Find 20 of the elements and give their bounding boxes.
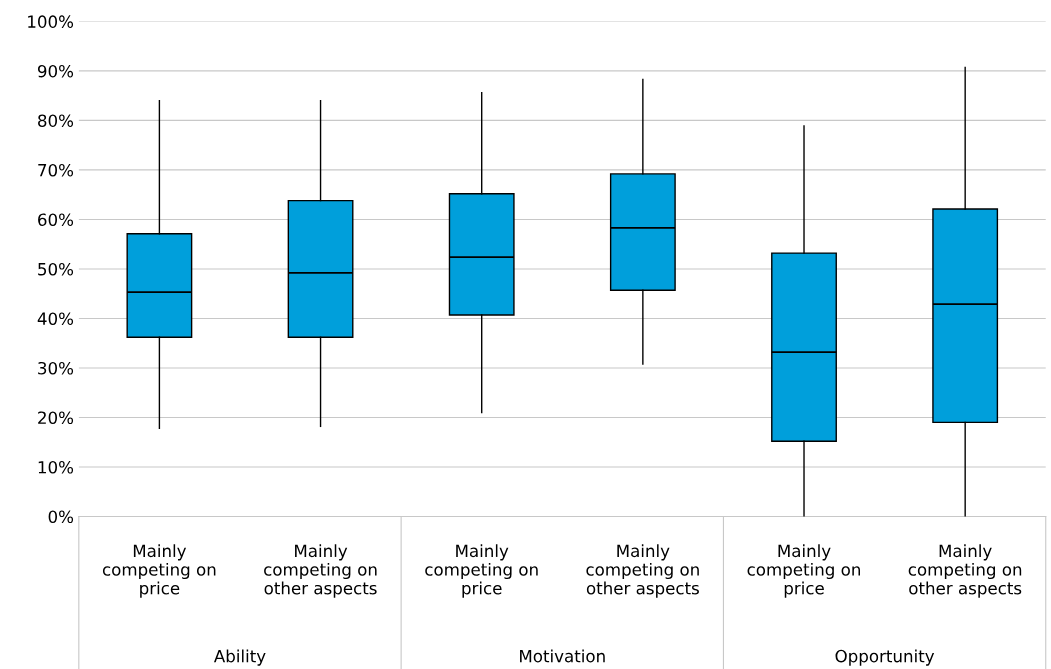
text: Opportunity xyxy=(835,649,935,666)
y-tick-label: 50% xyxy=(38,262,74,276)
text: Ability xyxy=(213,649,266,666)
y-tick-label: 100% xyxy=(28,15,74,28)
x-tick-label: Mainly competing on price xyxy=(102,544,216,598)
y-tick-label: 10% xyxy=(38,460,74,474)
y-tick-label: 0% xyxy=(48,510,74,524)
y-tick-label: 30% xyxy=(38,361,74,375)
x-tick-label: Mainly competing on price xyxy=(425,544,538,598)
x-tick-label: Mainly competing on other aspects xyxy=(264,544,377,598)
y-tick-label: 70% xyxy=(38,163,74,177)
x-tick-label: Mainly competing on other aspects xyxy=(908,544,1022,598)
y-tick-label: 90% xyxy=(37,64,74,78)
y-tick-label: 20% xyxy=(38,411,74,425)
x-tick-label: Mainly competing on price xyxy=(747,544,860,598)
y-tick-label: 60% xyxy=(38,213,74,226)
y-tick-label: 80% xyxy=(38,114,74,127)
x-tick-label: Mainly competing on other aspects xyxy=(586,544,699,598)
y-tick-label: 40% xyxy=(37,312,74,326)
text: Motivation xyxy=(520,649,605,663)
